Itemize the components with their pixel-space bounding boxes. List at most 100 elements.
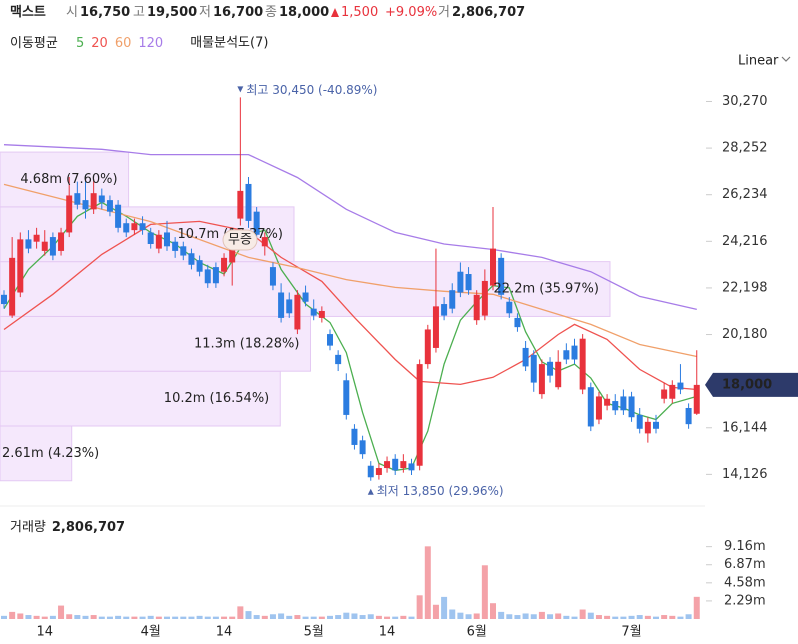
volume-bar	[400, 615, 407, 619]
volume-bar	[115, 615, 122, 619]
volume-bar	[441, 596, 448, 619]
candle-body	[58, 232, 65, 251]
profile-band	[0, 370, 281, 427]
candle-body	[441, 304, 448, 316]
candle-body	[204, 269, 211, 284]
candle-body	[212, 267, 219, 284]
volume-panel	[0, 508, 705, 620]
annotation: 최저 13,850 (29.96%)	[377, 484, 504, 498]
volume-bar	[416, 595, 423, 619]
volume-bar	[424, 546, 431, 619]
candle-body	[506, 301, 513, 314]
candle-body	[693, 384, 700, 414]
y-tick-label: 6.87m	[724, 557, 766, 572]
candle-body	[457, 271, 464, 293]
volume-bar	[58, 605, 65, 619]
candle-body	[587, 387, 594, 427]
candle-body	[286, 299, 293, 314]
candle-body	[685, 407, 692, 425]
candle-body	[481, 280, 488, 316]
volume-bar	[392, 616, 399, 619]
candle-body	[400, 461, 407, 469]
volume-bar	[432, 604, 439, 619]
volume-bar	[25, 615, 32, 619]
volume-bar	[245, 611, 252, 619]
volume-bar	[571, 616, 578, 619]
ma-line	[3, 183, 697, 358]
volume-bar	[196, 615, 203, 619]
volume-bar	[375, 615, 382, 619]
x-tick-label: 5월	[304, 625, 324, 640]
volume-bar	[457, 612, 464, 619]
scale-mode[interactable]: Linear	[738, 54, 779, 69]
volume-bar	[123, 616, 130, 619]
candle-body	[636, 414, 643, 429]
scale-dropdown-icon[interactable]	[781, 56, 791, 62]
candle-body	[661, 389, 668, 399]
profile-band	[0, 151, 130, 208]
volume-bar	[481, 565, 488, 619]
candle-body	[327, 334, 333, 346]
candle-body	[17, 239, 24, 293]
profile-legend: 매물분석도(7)	[190, 36, 268, 51]
candle-body	[310, 308, 317, 316]
profile-label: 4.68m (7.60%)	[20, 172, 117, 187]
volume-bar	[506, 614, 513, 619]
y-tick-label: 2.29m	[724, 593, 766, 608]
candle-body	[473, 294, 480, 321]
volume-bar	[522, 613, 529, 619]
volume-chart-title: 거래량	[10, 520, 46, 535]
close-value: 18,000	[279, 5, 329, 20]
candle-body	[33, 234, 40, 242]
candle-body	[563, 350, 570, 360]
volume-bar	[9, 611, 16, 619]
volume-bar	[188, 616, 195, 619]
candle-body	[261, 237, 268, 247]
volume-bar	[49, 615, 56, 619]
candle-body	[465, 274, 472, 291]
y-tick-label: 26,234	[722, 187, 768, 202]
volume-bar	[465, 614, 472, 619]
high-label: 고	[133, 5, 145, 20]
x-tick-label: 7월	[621, 625, 641, 640]
volume-chart-value: 2,806,707	[52, 520, 125, 535]
volume-bar	[237, 606, 244, 619]
volume-bar	[318, 616, 325, 619]
up-arrow-icon	[331, 8, 339, 17]
legend-entry: 20	[91, 36, 108, 51]
candle-body	[180, 246, 187, 256]
candle-body	[514, 317, 521, 328]
volume-bar	[41, 616, 48, 619]
volume-bar	[628, 615, 635, 619]
volume-bar	[636, 615, 643, 619]
candle-body	[359, 440, 366, 455]
candle-body	[41, 241, 48, 251]
candle-body	[579, 338, 586, 390]
volume-bar	[82, 615, 89, 619]
volume-bar	[644, 615, 651, 619]
candle-body	[384, 461, 391, 469]
candle-body	[123, 223, 130, 233]
candle-body	[620, 396, 627, 411]
volume-bar	[229, 616, 236, 619]
high-value: 19,500	[147, 5, 197, 20]
y-tick-label: 9.16m	[724, 539, 766, 554]
candle-body	[164, 232, 170, 247]
volume-bar	[164, 616, 170, 619]
volume-label: 거	[438, 5, 450, 20]
volume-bar	[204, 616, 211, 619]
candle-body	[269, 267, 276, 286]
candle-body	[432, 306, 439, 348]
volume-bar	[66, 614, 73, 619]
volume-bar	[408, 616, 415, 619]
change: 1,500	[341, 5, 378, 20]
volume-bar	[74, 615, 81, 619]
candle-body	[392, 458, 399, 471]
candle-body	[188, 253, 195, 265]
volume-bar	[579, 609, 586, 619]
y-tick-label: 24,216	[722, 234, 768, 249]
profile-label: 22.2m (35.97%)	[494, 282, 599, 297]
x-tick-label: 14	[379, 625, 396, 640]
candle-body	[294, 294, 301, 330]
